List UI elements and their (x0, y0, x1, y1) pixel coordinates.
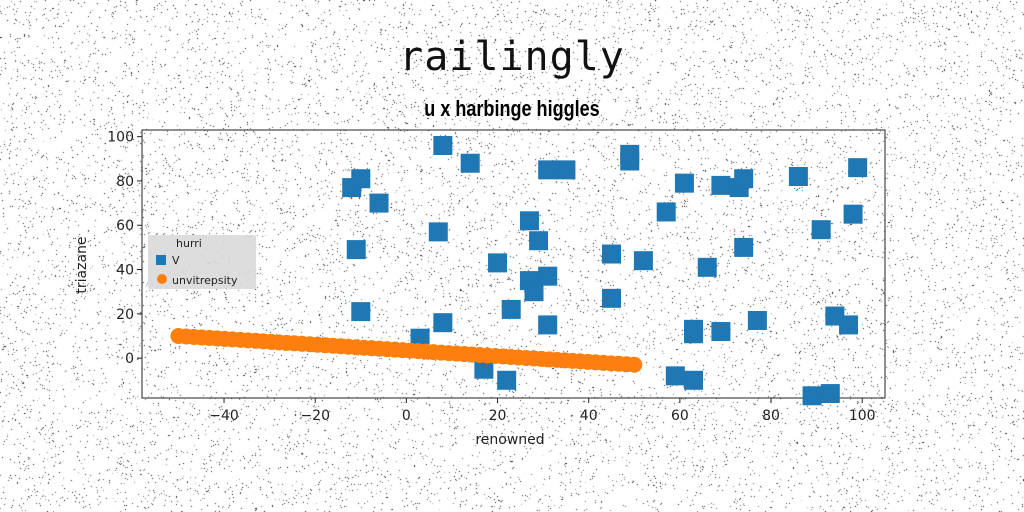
square-point (820, 384, 840, 404)
x-tick-label: 80 (762, 408, 780, 424)
square-point (747, 310, 767, 330)
legend-entry-label: V (172, 254, 180, 267)
y-tick-label: 40 (116, 263, 134, 279)
square-point (556, 160, 576, 180)
square-point (620, 144, 640, 164)
square-point (410, 328, 430, 348)
square-point (848, 158, 868, 178)
square-point (428, 222, 448, 242)
square-point (346, 240, 366, 260)
y-tick-label: 60 (116, 218, 134, 234)
x-tick-label: −20 (300, 408, 330, 424)
square-point (602, 244, 622, 264)
x-tick-label: −40 (209, 408, 239, 424)
square-point (633, 251, 653, 271)
square-point (843, 204, 863, 224)
legend-square-marker (156, 255, 166, 265)
square-point (811, 220, 831, 240)
x-tick-label: 60 (671, 408, 689, 424)
plot-frame (141, 129, 886, 399)
x-tick-label: 0 (402, 408, 411, 424)
square-point (538, 266, 558, 286)
legend-entry-label: unvitrepsity (172, 274, 238, 287)
square-point (656, 202, 676, 222)
square-point (697, 257, 717, 277)
x-tick-label: 20 (489, 408, 507, 424)
square-point (501, 299, 521, 319)
square-point (802, 386, 822, 406)
square-point (684, 319, 704, 339)
square-point (519, 211, 539, 231)
square-point (351, 169, 371, 189)
circle-point (626, 356, 643, 373)
square-point (602, 288, 622, 308)
square-point (538, 160, 558, 180)
square-point (524, 282, 544, 302)
axes: −40 −20 0 20 40 60 80 100 0 20 40 60 80 100 (107, 129, 886, 424)
square-point (734, 169, 754, 189)
square-point (788, 167, 808, 187)
square-point (460, 153, 480, 173)
square-point (711, 175, 731, 195)
legend-title: hurri (176, 237, 202, 250)
square-point (433, 313, 453, 333)
y-tick-label: 80 (116, 174, 134, 190)
square-point (711, 322, 731, 342)
data-points (170, 136, 868, 406)
square-point (433, 136, 453, 156)
legend-box (148, 235, 256, 289)
y-tick-label: 0 (125, 351, 134, 367)
square-point (684, 370, 704, 390)
square-point (474, 359, 494, 379)
x-tick-label: 100 (849, 408, 876, 424)
y-tick-label: 100 (107, 130, 134, 146)
y-tick-label: 20 (116, 307, 134, 323)
figure-suptitle: railingly (399, 34, 625, 80)
chart-title: u x harbinge higgles (424, 96, 600, 121)
square-point (839, 315, 859, 335)
legend-circle-marker (157, 274, 167, 284)
y-axis-label: triazane (74, 236, 90, 293)
x-axis-label: renowned (475, 432, 544, 448)
square-point (369, 193, 389, 213)
x-tick-label: 40 (580, 408, 598, 424)
square-point (665, 366, 685, 386)
square-point (538, 315, 558, 335)
square-point (351, 302, 371, 322)
square-point (497, 370, 517, 390)
square-point (529, 231, 549, 251)
square-point (734, 237, 754, 257)
square-point (674, 173, 694, 193)
square-point (488, 253, 508, 273)
